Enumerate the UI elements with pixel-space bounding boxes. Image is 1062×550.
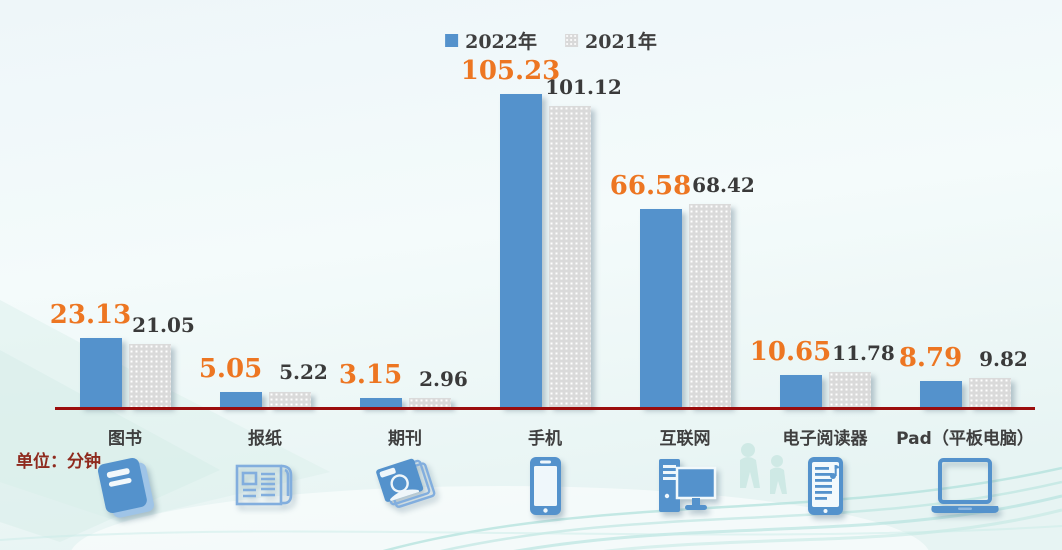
icon-cell: [615, 454, 755, 522]
value-label-2021年: 21.05: [132, 313, 195, 338]
book-icon: [97, 457, 154, 518]
legend-item-2021: 2021年: [565, 27, 657, 54]
category-icons: [55, 454, 1035, 522]
bar-group-5: 66.58 68.42: [610, 55, 755, 407]
bar-column: 3.15: [339, 55, 402, 407]
value-label-2021年: 5.22: [279, 360, 328, 385]
background-wave-shape: [0, 350, 220, 542]
legend-swatch-2022: [445, 34, 459, 47]
bar-2022年-手机: [499, 94, 542, 407]
icon-cell: [335, 454, 475, 522]
laptop-icon: [931, 458, 999, 513]
value-label-2022年: 8.79: [898, 342, 963, 373]
category-label-pad: Pad（平板电脑）: [896, 429, 1034, 449]
category-label-mobile: 手机: [528, 429, 562, 449]
value-label-2021年: 2.96: [419, 367, 468, 392]
ereader-icon: [808, 457, 843, 515]
bar-group-4: 105.23 101.12: [461, 55, 622, 407]
background-wave-line: [603, 508, 1062, 550]
bar-column: 101.12: [545, 55, 622, 407]
icon-cell: [895, 454, 1035, 522]
bar-2022年-报纸: [219, 392, 262, 407]
legend-swatch-2021: [565, 34, 578, 47]
bar-2021年-报纸: [268, 391, 311, 407]
bar-2021年-互联网: [688, 203, 731, 407]
value-label-2022年: 5.05: [198, 353, 263, 384]
bar-2022年-图书: [79, 338, 122, 407]
value-label-2022年: 66.58: [609, 170, 692, 201]
bar-group-6: 10.65 11.78: [750, 55, 895, 407]
x-axis-line: [55, 407, 1035, 410]
people-silhouette: [740, 443, 787, 494]
category-label-periodical: 期刊: [388, 429, 422, 449]
bar-2022年-互联网: [639, 209, 682, 407]
category-label-internet: 互联网: [659, 429, 711, 449]
bar-column: 68.42: [688, 55, 755, 407]
category-label-books: 图书: [108, 429, 142, 449]
magazine-icon: [376, 458, 436, 508]
background-wave-line: [440, 480, 1062, 550]
icon-cell: [195, 454, 335, 522]
bar-2021年-电子阅读器: [828, 372, 871, 407]
icon-cell: [55, 454, 195, 522]
value-label-2021年: 11.78: [832, 340, 895, 365]
bar-column: 23.13: [50, 55, 131, 407]
category-label-ereader: 电子阅读器: [782, 429, 868, 449]
bar-column: 9.82: [968, 55, 1028, 407]
bar-column: 5.22: [268, 55, 328, 407]
bar-column: 105.23: [461, 55, 560, 407]
legend-item-2022: 2022年: [445, 27, 537, 54]
legend-label-2021: 2021年: [585, 31, 657, 53]
bar-2021年-手机: [548, 106, 591, 407]
bar-group-7: 8.79 9.82: [895, 55, 1035, 407]
smartphone-icon: [530, 457, 561, 515]
value-label-2022年: 23.13: [49, 300, 132, 331]
bar-group-2: 5.05 5.22: [195, 55, 335, 407]
bar-2021年-图书: [128, 344, 171, 407]
icon-cell: [755, 454, 895, 522]
desktop-computer-icon: [659, 459, 717, 512]
bar-2022年-期刊: [359, 397, 402, 407]
bar-column: 5.05: [199, 55, 262, 407]
value-label-2022年: 105.23: [460, 56, 561, 86]
background-wave-line: [382, 466, 1062, 550]
bar-column: 11.78: [828, 55, 895, 407]
icon-cell: [475, 454, 615, 522]
legend-label-2022: 2022年: [465, 31, 537, 53]
legend: 2022年 2021年: [445, 27, 657, 54]
unit-label: 单位：分钟: [16, 452, 101, 472]
bar-2022年-Pad（平板电脑）: [919, 380, 962, 407]
bar-groups: 23.13 21.05 5.05 5.22 3.15 2.96 105.23 101.12 66…: [50, 55, 1035, 407]
category-label-newspaper: 报纸: [248, 429, 282, 449]
bar-group-3: 3.15 2.96: [335, 55, 475, 407]
chart-area: 23.13 21.05 5.05 5.22 3.15 2.96 105.23 101.12 66…: [50, 55, 1035, 410]
value-label-2021年: 101.12: [545, 75, 622, 100]
bar-2021年-Pad（平板电脑）: [968, 377, 1011, 407]
bar-2021年-期刊: [408, 398, 451, 407]
bar-column: 66.58: [610, 55, 691, 407]
category-labels: 图书 报纸 期刊 手机 互联网 电子阅读器 Pad（平板电脑）: [55, 424, 1035, 449]
bar-column: 10.65: [750, 55, 831, 407]
value-label-2022年: 3.15: [338, 359, 403, 390]
newspaper-icon: [235, 464, 293, 506]
bar-2022年-电子阅读器: [779, 375, 822, 407]
value-label-2022年: 10.65: [749, 337, 832, 368]
bar-column: 8.79: [899, 55, 962, 407]
bar-group-1: 23.13 21.05: [50, 55, 195, 407]
value-label-2021年: 9.82: [979, 346, 1028, 371]
background-wave-line: [0, 525, 1062, 541]
bar-column: 2.96: [408, 55, 468, 407]
value-label-2021年: 68.42: [692, 172, 755, 197]
bar-column: 21.05: [128, 55, 195, 407]
